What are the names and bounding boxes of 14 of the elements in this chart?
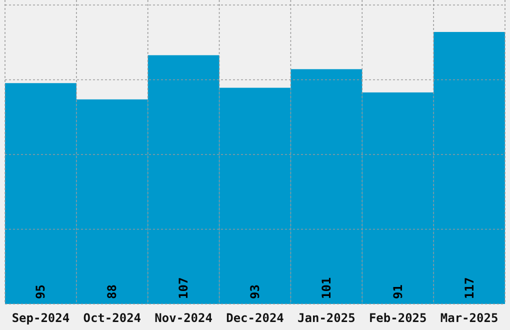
x-tick-label: Oct-2024 — [83, 311, 142, 325]
x-tick-label: Jan-2025 — [298, 311, 356, 325]
x-tick-label: Dec-2024 — [226, 311, 284, 325]
x-tick-label: Feb-2025 — [368, 311, 427, 325]
x-tick-label: Mar-2025 — [440, 311, 498, 325]
data-label: 101 — [319, 277, 334, 299]
data-label: 91 — [390, 284, 405, 299]
data-label: 88 — [105, 284, 120, 299]
data-label: 95 — [34, 284, 48, 299]
data-label: 107 — [176, 277, 191, 299]
x-tick-label: Sep-2024 — [12, 311, 70, 325]
data-label: 93 — [248, 284, 262, 299]
data-label: 117 — [462, 277, 476, 299]
x-tick-label: Nov-2024 — [154, 311, 212, 325]
